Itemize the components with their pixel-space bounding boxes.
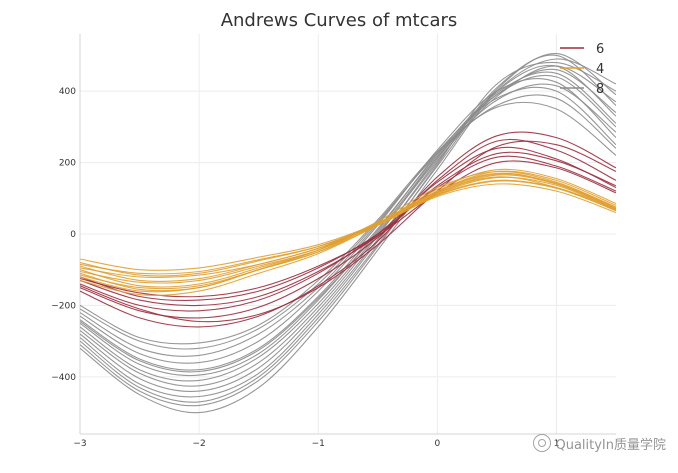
curve-8-3 — [80, 54, 616, 393]
y-tick-label: 400 — [59, 87, 76, 97]
curve-8-13 — [80, 83, 616, 373]
tick-labels: −3 −2 −1 0 1 −400 −200 0 200 400 — [51, 87, 559, 449]
chart-title: Andrews Curves of mtcars — [220, 10, 458, 31]
curve-8-2 — [80, 64, 616, 382]
curve-8-9 — [80, 68, 616, 387]
curve-8-0 — [80, 86, 616, 357]
curves — [80, 53, 616, 414]
x-tick-label: −1 — [312, 439, 325, 449]
x-tick-label: −3 — [73, 439, 86, 449]
curve-8-7 — [80, 78, 616, 364]
curve-6-5 — [80, 140, 616, 323]
curve-8-12 — [80, 61, 616, 407]
legend: 6 4 8 — [560, 42, 604, 97]
grid — [79, 34, 616, 434]
curve-8-11 — [80, 101, 616, 345]
legend-label-6: 6 — [596, 42, 604, 57]
wechat-icon — [533, 434, 552, 452]
watermark-text: QualityIn质量学院 — [555, 438, 666, 453]
curve-8-8 — [80, 71, 616, 377]
legend-label-8: 8 — [596, 82, 604, 97]
curve-4-1 — [80, 174, 616, 277]
x-tick-label: 1 — [554, 439, 560, 449]
curve-8-10 — [80, 65, 616, 398]
watermark: QualityIn质量学院 — [533, 434, 666, 453]
y-tick-label: −400 — [51, 373, 76, 383]
curve-8-5 — [80, 58, 616, 414]
curve-8-6 — [80, 94, 616, 350]
legend-label-4: 4 — [596, 62, 604, 77]
curve-6-1 — [80, 146, 616, 312]
x-tick-label: −2 — [192, 439, 205, 449]
curve-8-4 — [80, 53, 616, 403]
curve-4-10 — [80, 180, 616, 275]
curve-4-0 — [80, 179, 616, 271]
curve-6-6 — [80, 160, 616, 298]
curve-4-6 — [80, 176, 616, 296]
curve-4-9 — [80, 173, 616, 290]
curve-6-3 — [80, 131, 616, 328]
curve-6-4 — [80, 151, 616, 307]
y-tick-label: 0 — [70, 230, 76, 240]
curve-4-5 — [80, 170, 616, 293]
curve-8-1 — [80, 74, 616, 371]
x-tick-label: 0 — [434, 439, 440, 449]
axes — [79, 34, 616, 435]
y-tick-label: 200 — [59, 159, 76, 169]
y-tick-label: −200 — [51, 301, 76, 311]
